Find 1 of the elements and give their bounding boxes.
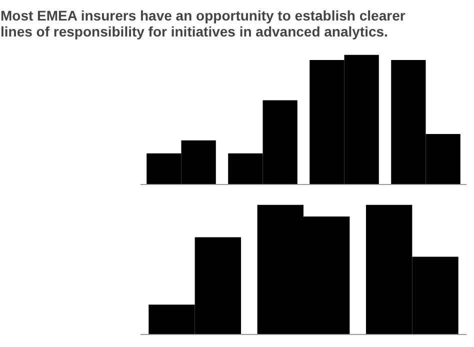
chart-title: Most EMEA insurers have an opportunity to establish clearer lines of responsibility for initiatives in advanced analytics. — [0, 8, 406, 40]
